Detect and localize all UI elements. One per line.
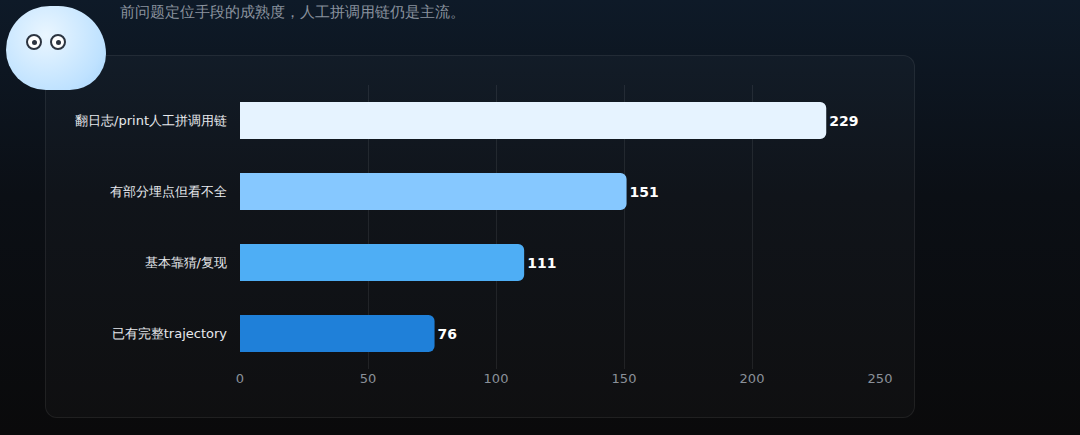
svg-text:有部分埋点但看不全: 有部分埋点但看不全: [110, 184, 227, 199]
svg-text:翻日志/print人工拼调用链: 翻日志/print人工拼调用链: [75, 113, 227, 128]
svg-text:200: 200: [740, 371, 765, 386]
svg-text:50: 50: [360, 371, 377, 386]
svg-text:250: 250: [868, 371, 893, 386]
svg-text:229: 229: [829, 113, 858, 129]
svg-text:111: 111: [527, 255, 556, 271]
svg-text:0: 0: [236, 371, 244, 386]
svg-text:76: 76: [438, 326, 457, 342]
svg-text:前问题定位手段的成熟度，人工拼调用链仍是主流。: 前问题定位手段的成熟度，人工拼调用链仍是主流。: [120, 3, 465, 21]
svg-text:100: 100: [484, 371, 509, 386]
svg-text:151: 151: [630, 184, 659, 200]
svg-text:150: 150: [612, 371, 637, 386]
svg-text:基本靠猜/复现: 基本靠猜/复现: [145, 255, 227, 270]
svg-text:已有完整trajectory: 已有完整trajectory: [112, 326, 228, 341]
